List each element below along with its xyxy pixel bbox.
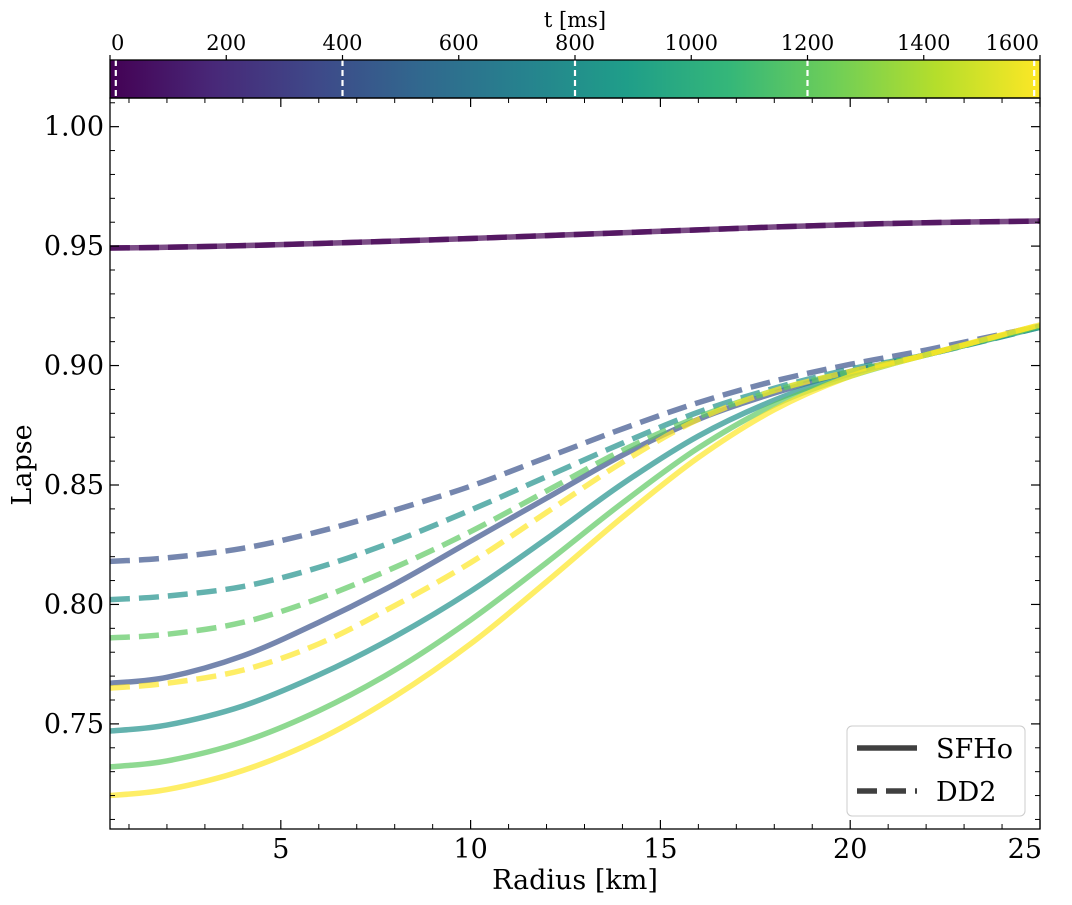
colorbar: t [ms] 0 200 400 600 800 1000 1200 1400 1600 xyxy=(109,8,1041,99)
legend-label-sfho: SFHo xyxy=(936,734,1013,765)
y-tick-label: 0.95 xyxy=(44,231,104,262)
y-tick-label: 1.00 xyxy=(44,112,104,143)
series-line-dd2-400ms xyxy=(110,323,1040,565)
series-line-sfho-800ms xyxy=(110,324,1040,734)
colorbar-tick-label: 400 xyxy=(322,31,362,55)
colorbar-label: t [ms] xyxy=(544,8,606,32)
colorbar-tick-label: 600 xyxy=(439,31,479,55)
colorbar-tick-label: 1400 xyxy=(897,31,950,55)
x-axis-ticks: 5 10 15 20 25 xyxy=(272,98,1042,865)
y-tick-label: 0.90 xyxy=(44,351,104,382)
colorbar-tick-label: 1200 xyxy=(781,31,834,55)
y-axis-ticks: 0.75 0.80 0.85 0.90 0.95 1.00 xyxy=(44,112,1040,740)
series-line-sfho-400ms xyxy=(110,323,1040,687)
series-line-dd2-1590ms xyxy=(110,322,1040,691)
x-tick-label: 5 xyxy=(272,834,289,865)
series-lines xyxy=(110,218,1040,799)
y-axis-label: Lapse xyxy=(7,424,38,505)
colorbar-tick-label: 1000 xyxy=(665,31,718,55)
colorbar-time-markers xyxy=(114,60,1036,98)
y-tick-label: 0.85 xyxy=(44,470,104,501)
legend-label-dd2: DD2 xyxy=(936,777,996,808)
x-tick-label: 20 xyxy=(833,834,867,865)
legend: SFHo DD2 xyxy=(846,725,1026,817)
colorbar-tick-label: 0 xyxy=(111,31,124,55)
plot-frame xyxy=(109,97,1041,830)
minor-ticks xyxy=(110,98,1040,829)
colorbar-tick-label: 800 xyxy=(555,31,595,55)
y-tick-label: 0.80 xyxy=(44,589,104,620)
plot-area: 5 10 15 20 25 0.75 0.80 0.85 0.90 0.95 1.00 Radiu… xyxy=(7,97,1042,896)
series-line-dd2-10ms xyxy=(110,218,1040,251)
colorbar-tick-label: 1600 xyxy=(986,31,1039,55)
x-tick-label: 25 xyxy=(1008,834,1042,865)
x-axis-label: Radius [km] xyxy=(492,865,658,896)
y-tick-label: 0.75 xyxy=(44,709,104,740)
colorbar-tick-label: 200 xyxy=(206,31,246,55)
colorbar-ticks: 0 200 400 600 800 1000 1200 1400 1600 xyxy=(109,31,1041,60)
series-line-sfho-1200ms xyxy=(110,323,1040,770)
x-tick-label: 15 xyxy=(643,834,677,865)
series-line-sfho-1590ms xyxy=(110,322,1040,799)
x-tick-label: 10 xyxy=(453,834,487,865)
